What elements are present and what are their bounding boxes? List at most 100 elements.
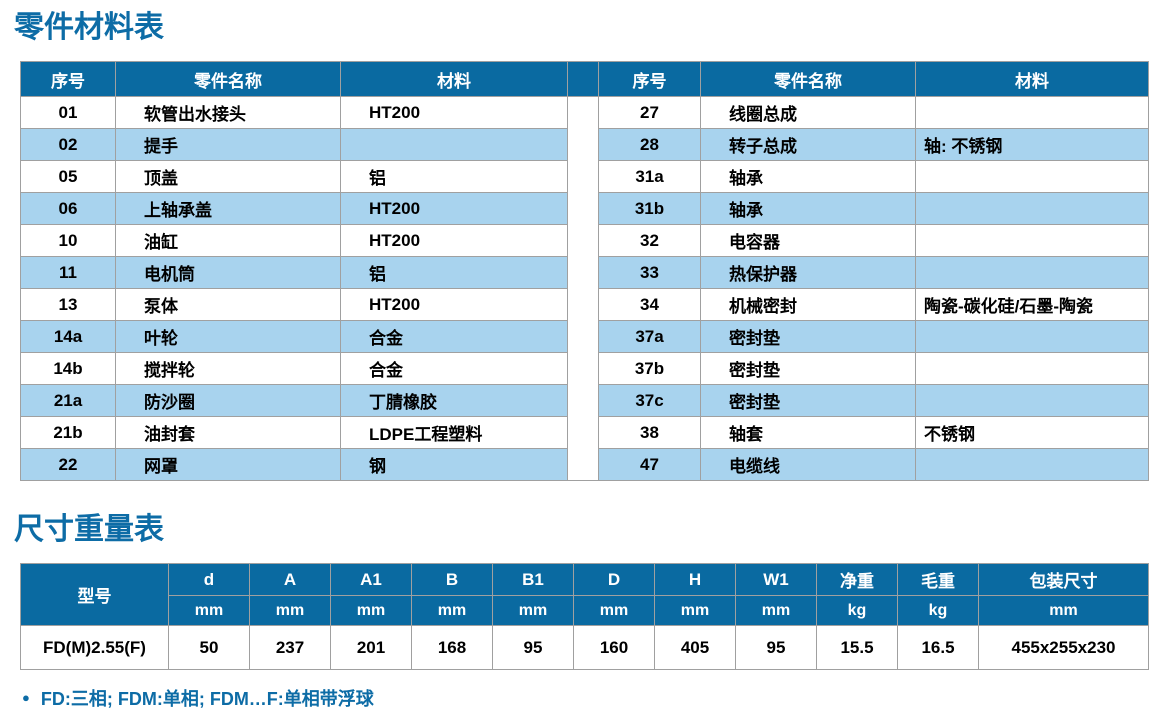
model-value: FD(M)2.55(F) <box>20 625 169 670</box>
part-name: 顶盖 <box>115 160 341 193</box>
part-name: 电缆线 <box>700 448 916 481</box>
dims-data-row: FD(M)2.55(F) 50 237 201 168 95 160 405 9… <box>20 625 1149 670</box>
value-net-weight: 15.5 <box>816 625 898 670</box>
part-no: 34 <box>598 288 701 321</box>
part-material <box>915 160 1149 193</box>
part-no: 21a <box>20 384 116 417</box>
header-name-left: 零件名称 <box>115 61 341 97</box>
part-no: 31b <box>598 192 701 225</box>
part-material: 铝 <box>340 256 568 289</box>
value-B: 168 <box>411 625 493 670</box>
bullet-icon: ● <box>22 690 30 705</box>
parts-row: 21b 油封套 LDPE工程塑料 38 轴套 不锈钢 <box>20 416 1149 449</box>
part-material <box>915 448 1149 481</box>
part-material: 丁腈橡胶 <box>340 384 568 417</box>
part-material: HT200 <box>340 288 568 321</box>
value-A1: 201 <box>330 625 412 670</box>
parts-row: 01 软管出水接头 HT200 27 线圈总成 <box>20 96 1149 481</box>
table-spacer-column <box>567 96 599 481</box>
value-W1: 95 <box>735 625 817 670</box>
parts-row: 14b 搅拌轮 合金 37b 密封垫 <box>20 352 1149 385</box>
part-name: 油封套 <box>115 416 341 449</box>
parts-row: 22 网罩 钢 47 电缆线 <box>20 448 1149 481</box>
footnote-text: FD:三相; FDM:单相; FDM…F:单相带浮球 <box>40 689 374 709</box>
part-no: 38 <box>598 416 701 449</box>
part-no: 13 <box>20 288 116 321</box>
header-name-right: 零件名称 <box>700 61 916 97</box>
col-label-gross-weight: 毛重 <box>897 563 979 596</box>
part-name: 软管出水接头 <box>115 96 341 129</box>
part-no: 01 <box>20 96 116 129</box>
part-no: 11 <box>20 256 116 289</box>
part-name: 密封垫 <box>700 320 916 353</box>
part-no: 37b <box>598 352 701 385</box>
value-package-size: 455x255x230 <box>978 625 1149 670</box>
col-label-d: d <box>168 563 250 596</box>
part-material: HT200 <box>340 192 568 225</box>
col-label-D: D <box>573 563 655 596</box>
col-unit: kg <box>897 595 979 626</box>
part-material: 轴: 不锈钢 <box>915 128 1149 161</box>
part-name: 电容器 <box>700 224 916 257</box>
part-material <box>340 128 568 161</box>
part-material <box>915 352 1149 385</box>
part-name: 轴承 <box>700 160 916 193</box>
part-material: 不锈钢 <box>915 416 1149 449</box>
part-no: 06 <box>20 192 116 225</box>
col-label-package-size: 包装尺寸 <box>978 563 1149 596</box>
dimensions-weight-table: 型号 d A A1 B B1 D H W1 净重 毛重 包装尺寸 mm mm m… <box>20 563 1149 670</box>
col-unit: mm <box>735 595 817 626</box>
part-material <box>915 96 1149 129</box>
header-material-right: 材料 <box>915 61 1149 97</box>
part-no: 32 <box>598 224 701 257</box>
model-legend-footnote: ● FD:三相; FDM:单相; FDM…F:单相带浮球 <box>22 685 1169 711</box>
part-name: 油缸 <box>115 224 341 257</box>
header-no-right: 序号 <box>598 61 701 97</box>
col-unit: kg <box>816 595 898 626</box>
part-name: 密封垫 <box>700 352 916 385</box>
col-unit: mm <box>573 595 655 626</box>
header-no-left: 序号 <box>20 61 116 97</box>
parts-row: 02 提手 28 转子总成 轴: 不锈钢 <box>20 128 1149 161</box>
part-material: 陶瓷-碳化硅/石墨-陶瓷 <box>915 288 1149 321</box>
value-d: 50 <box>168 625 250 670</box>
dims-table-title: 尺寸重量表 <box>14 513 164 546</box>
part-no: 33 <box>598 256 701 289</box>
part-name: 线圈总成 <box>700 96 916 129</box>
parts-material-table: 序号 零件名称 材料 序号 零件名称 材料 01 软管出水接头 HT200 27… <box>20 61 1149 481</box>
parts-row: 21a 防沙圈 丁腈橡胶 37c 密封垫 <box>20 384 1149 417</box>
parts-row: 13 泵体 HT200 34 机械密封 陶瓷-碳化硅/石墨-陶瓷 <box>20 288 1149 321</box>
part-no: 05 <box>20 160 116 193</box>
parts-row: 06 上轴承盖 HT200 31b 轴承 <box>20 192 1149 225</box>
part-material: 合金 <box>340 320 568 353</box>
part-no: 37a <box>598 320 701 353</box>
part-name: 提手 <box>115 128 341 161</box>
col-unit: mm <box>492 595 574 626</box>
part-no: 14a <box>20 320 116 353</box>
part-name: 热保护器 <box>700 256 916 289</box>
part-material: LDPE工程塑料 <box>340 416 568 449</box>
col-unit: mm <box>654 595 736 626</box>
col-unit: mm <box>411 595 493 626</box>
part-material <box>915 384 1149 417</box>
part-name: 泵体 <box>115 288 341 321</box>
col-unit: mm <box>330 595 412 626</box>
part-no: 10 <box>20 224 116 257</box>
col-label-A1: A1 <box>330 563 412 596</box>
part-material <box>915 192 1149 225</box>
parts-row: 10 油缸 HT200 32 电容器 <box>20 224 1149 257</box>
part-no: 21b <box>20 416 116 449</box>
parts-row: 05 顶盖 铝 31a 轴承 <box>20 160 1149 193</box>
parts-header-row: 序号 零件名称 材料 序号 零件名称 材料 <box>20 61 1149 97</box>
col-unit: mm <box>168 595 250 626</box>
part-name: 网罩 <box>115 448 341 481</box>
part-material <box>915 256 1149 289</box>
col-label-H: H <box>654 563 736 596</box>
part-name: 防沙圈 <box>115 384 341 417</box>
part-name: 轴承 <box>700 192 916 225</box>
part-no: 27 <box>598 96 701 129</box>
header-material-left: 材料 <box>340 61 568 97</box>
col-label-W1: W1 <box>735 563 817 596</box>
part-name: 密封垫 <box>700 384 916 417</box>
